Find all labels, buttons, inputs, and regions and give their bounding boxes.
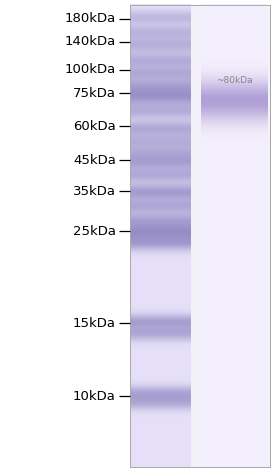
Text: 100kDa: 100kDa	[65, 63, 116, 76]
Text: ~80kDa: ~80kDa	[216, 76, 253, 85]
Text: 60kDa: 60kDa	[73, 120, 116, 133]
Bar	[130, 5, 190, 467]
Text: 35kDa: 35kDa	[73, 185, 116, 198]
Text: 180kDa: 180kDa	[65, 12, 116, 25]
Text: 25kDa: 25kDa	[73, 225, 116, 238]
Text: 45kDa: 45kDa	[73, 154, 116, 167]
Text: 15kDa: 15kDa	[73, 317, 116, 330]
Text: 75kDa: 75kDa	[73, 87, 116, 100]
Text: 10kDa: 10kDa	[73, 390, 116, 403]
Bar	[130, 5, 270, 467]
Text: 140kDa: 140kDa	[65, 35, 116, 48]
Bar	[201, 5, 268, 467]
Bar	[130, 5, 270, 467]
